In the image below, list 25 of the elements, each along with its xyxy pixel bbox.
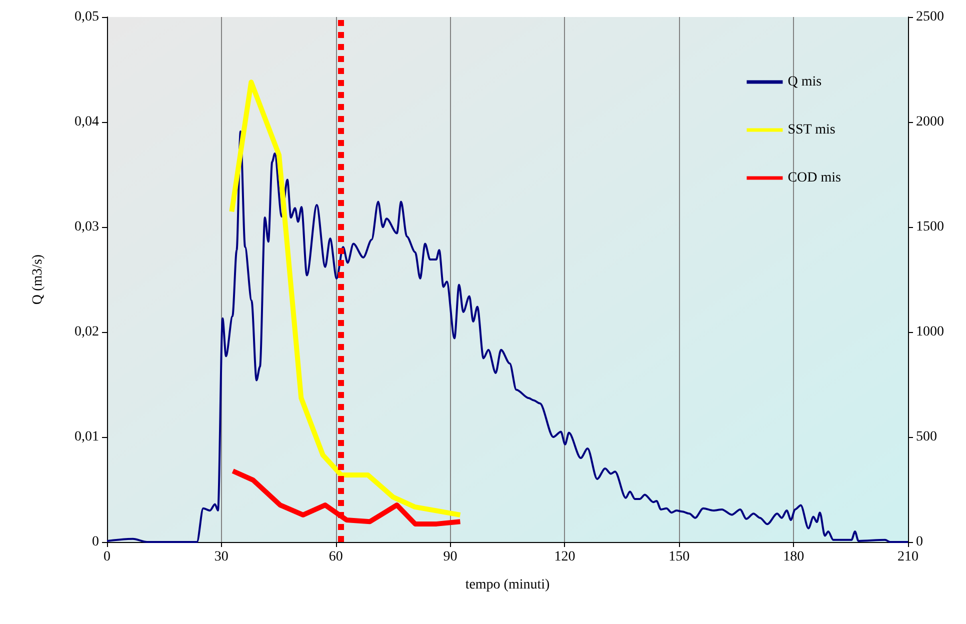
x-tick-label: 150 (668, 550, 690, 564)
x-tick-label: 210 (898, 550, 918, 564)
y-axis-title: Q (m3/s) (30, 254, 46, 305)
y-tick-label: 0,03 (74, 220, 99, 234)
x-tick-label: 30 (214, 550, 228, 564)
legend-label: Q mis (788, 74, 822, 90)
y2-tick-label: 1000 (916, 324, 944, 340)
x-tick-label: 90 (443, 550, 458, 564)
legend-label: SST mis (788, 122, 836, 138)
y2-tick-label: 500 (916, 430, 937, 444)
x-axis-title: tempo (minuti) (465, 578, 550, 592)
legend-label: COD mis (788, 170, 842, 186)
x-tick-label: 120 (554, 550, 576, 564)
y-tick-label: 0,04 (74, 114, 99, 130)
y-tick-label: 0,01 (74, 430, 99, 444)
y2-tick-label: 2500 (916, 10, 944, 24)
x-tick-label: 0 (104, 550, 110, 564)
x-tick-label: 60 (328, 550, 343, 564)
y-tick-label: 0 (92, 534, 99, 550)
y-tick-label: 0,05 (74, 10, 99, 24)
y2-tick-label: 1500 (916, 220, 944, 234)
y2-tick-label: 0 (916, 534, 923, 550)
y-tick-label: 0,02 (74, 324, 99, 340)
x-tick-label: 180 (783, 550, 804, 564)
y2-tick-label: 2000 (916, 114, 944, 130)
